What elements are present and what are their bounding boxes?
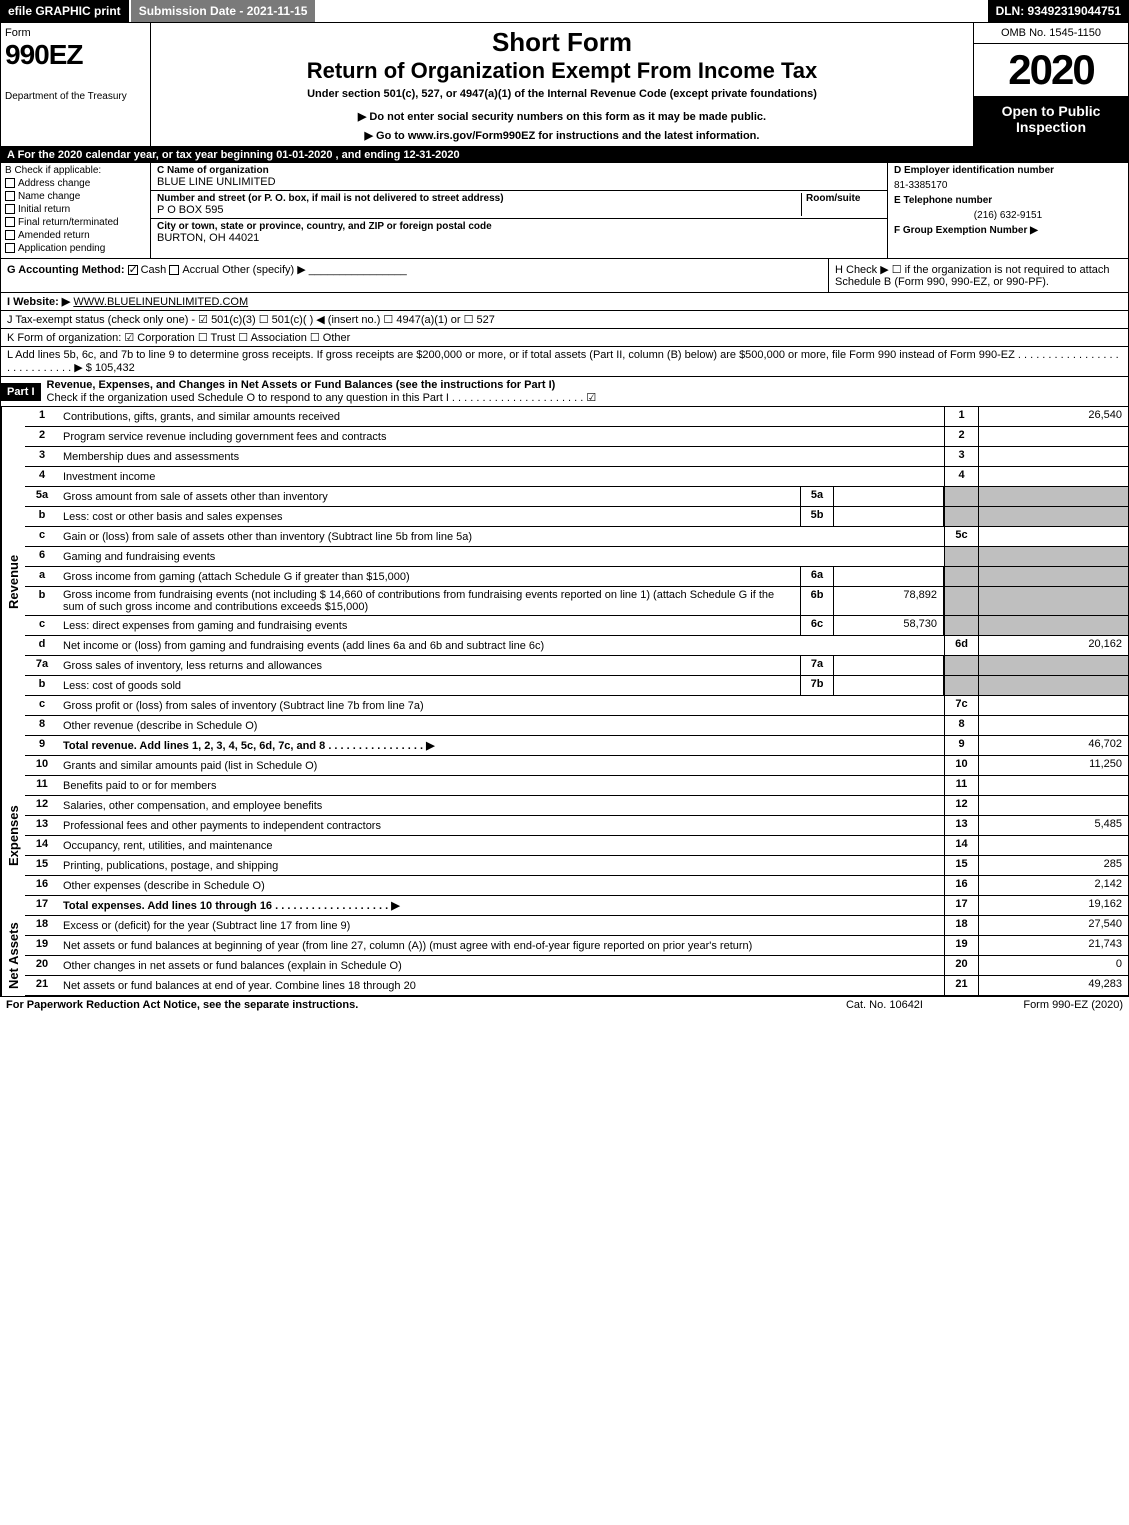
footer-cat: Cat. No. 10642I — [846, 999, 923, 1011]
org-name-label: C Name of organization — [157, 165, 881, 176]
part1-header: Part I Revenue, Expenses, and Changes in… — [1, 377, 1128, 407]
line-g: G Accounting Method: Cash Accrual Other … — [1, 259, 828, 292]
tel: (216) 632-9151 — [894, 210, 1122, 221]
return-title: Return of Organization Exempt From Incom… — [159, 58, 965, 84]
room-label: Room/suite — [806, 193, 881, 204]
inspection-label: Open to Public Inspection — [974, 97, 1128, 146]
chk-accrual[interactable] — [169, 265, 179, 275]
i-label: I Website: ▶ — [7, 296, 70, 308]
line-l-text: L Add lines 5b, 6c, and 7b to line 9 to … — [7, 349, 1119, 374]
chk-initial[interactable]: Initial return — [5, 204, 146, 215]
netassets-side-label: Net Assets — [1, 916, 25, 996]
header-right: OMB No. 1545-1150 2020 Open to Public In… — [973, 23, 1128, 146]
header-center: Short Form Return of Organization Exempt… — [151, 23, 973, 146]
group-label: F Group Exemption Number ▶ — [894, 225, 1122, 236]
street: P O BOX 595 — [157, 204, 801, 216]
form-label: Form — [5, 27, 146, 39]
omb-number: OMB No. 1545-1150 — [974, 23, 1128, 44]
box-b-title: B Check if applicable: — [5, 165, 146, 176]
footer: For Paperwork Reduction Act Notice, see … — [0, 997, 1129, 1013]
header: Form 990EZ Department of the Treasury Sh… — [1, 23, 1128, 147]
efile-print-button[interactable]: efile GRAPHIC print — [0, 0, 131, 22]
line-l: L Add lines 5b, 6c, and 7b to line 9 to … — [1, 347, 1128, 377]
footer-right: Form 990-EZ (2020) — [923, 999, 1123, 1011]
part1-check: Check if the organization used Schedule … — [47, 391, 1122, 404]
box-d: D Employer identification number 81-3385… — [888, 163, 1128, 258]
part1-label: Part I — [1, 383, 41, 401]
ein-label: D Employer identification number — [894, 165, 1122, 176]
part1-title: Revenue, Expenses, and Changes in Net As… — [47, 379, 1122, 391]
dln-label: DLN: 93492319044751 — [988, 0, 1129, 22]
chk-pending[interactable]: Application pending — [5, 243, 146, 254]
tel-label: E Telephone number — [894, 195, 1122, 206]
chk-final[interactable]: Final return/terminated — [5, 217, 146, 228]
form-number: 990EZ — [5, 39, 146, 71]
line-j: J Tax-exempt status (check only one) - ☑… — [1, 311, 1128, 329]
short-form-title: Short Form — [159, 27, 965, 58]
chk-amended[interactable]: Amended return — [5, 230, 146, 241]
submission-date-button[interactable]: Submission Date - 2021-11-15 — [131, 0, 318, 22]
department-label: Department of the Treasury — [5, 91, 146, 102]
chk-cash[interactable] — [128, 265, 138, 275]
section-a: A For the 2020 calendar year, or tax yea… — [1, 147, 1128, 163]
ein: 81-3385170 — [894, 180, 1122, 191]
revenue-section: Revenue 1Contributions, gifts, grants, a… — [1, 407, 1128, 756]
info-grid: B Check if applicable: Address change Na… — [1, 163, 1128, 259]
street-label: Number and street (or P. O. box, if mail… — [157, 193, 801, 204]
tax-year: 2020 — [974, 44, 1128, 97]
topbar: efile GRAPHIC print Submission Date - 20… — [0, 0, 1129, 22]
inspection: Inspection — [978, 119, 1124, 135]
topbar-spacer — [317, 0, 987, 22]
expenses-side-label: Expenses — [1, 756, 25, 916]
city: BURTON, OH 44021 — [157, 232, 881, 244]
line-i: I Website: ▶ WWW.BLUELINEUNLIMITED.COM — [1, 293, 1128, 311]
line-h: H Check ▶ ☐ if the organization is not r… — [828, 259, 1128, 292]
revenue-side-label: Revenue — [1, 407, 25, 756]
header-left: Form 990EZ Department of the Treasury — [1, 23, 151, 146]
under-section: Under section 501(c), 527, or 4947(a)(1)… — [159, 88, 965, 100]
line-k: K Form of organization: ☑ Corporation ☐ … — [1, 329, 1128, 347]
goto-link[interactable]: ▶ Go to www.irs.gov/Form990EZ for instru… — [159, 129, 965, 142]
expenses-section: Expenses 10Grants and similar amounts pa… — [1, 756, 1128, 916]
netassets-section: Net Assets 18Excess or (deficit) for the… — [1, 916, 1128, 996]
gh-row: G Accounting Method: Cash Accrual Other … — [1, 259, 1128, 293]
footer-left: For Paperwork Reduction Act Notice, see … — [6, 999, 846, 1011]
open-to-public: Open to Public — [978, 103, 1124, 119]
form-container: Form 990EZ Department of the Treasury Sh… — [0, 22, 1129, 997]
box-c: C Name of organization BLUE LINE UNLIMIT… — [151, 163, 888, 258]
chk-name[interactable]: Name change — [5, 191, 146, 202]
box-b: B Check if applicable: Address change Na… — [1, 163, 151, 258]
website-link[interactable]: WWW.BLUELINEUNLIMITED.COM — [73, 296, 248, 308]
chk-address[interactable]: Address change — [5, 178, 146, 189]
line-l-amount: $ 105,432 — [86, 362, 135, 374]
org-name: BLUE LINE UNLIMITED — [157, 176, 881, 188]
city-label: City or town, state or province, country… — [157, 221, 881, 232]
ssn-notice: ▶ Do not enter social security numbers o… — [159, 110, 965, 123]
g-label: G Accounting Method: — [7, 264, 125, 276]
